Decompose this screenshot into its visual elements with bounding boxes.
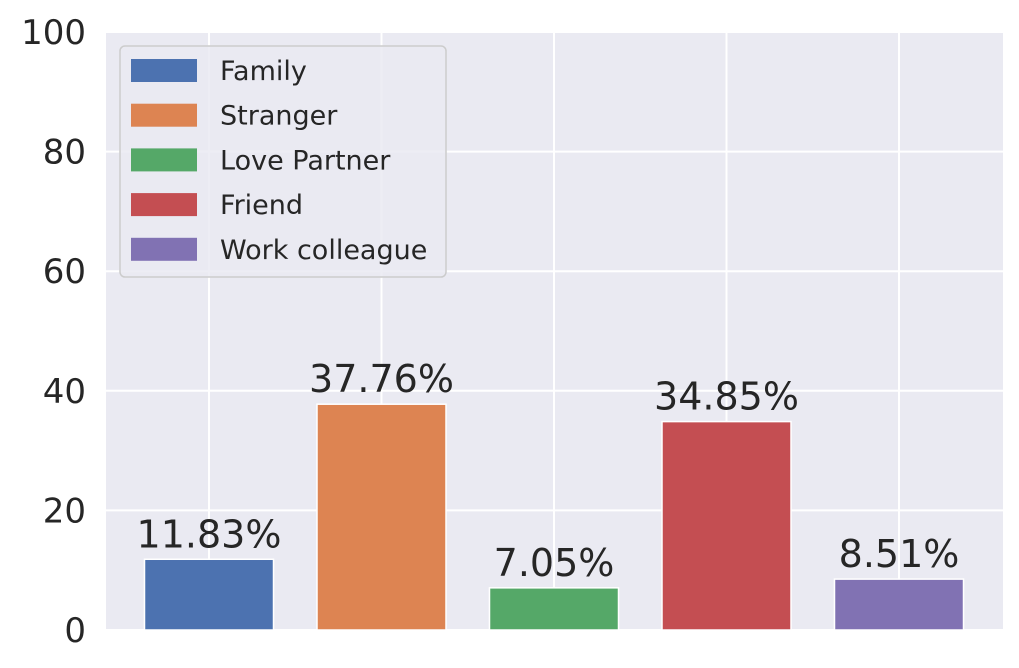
legend-box [119, 45, 447, 278]
y-tick-label: 40 [43, 372, 86, 412]
y-tick-label: 20 [43, 491, 86, 531]
legend-swatch [131, 148, 197, 172]
bar-stranger [316, 403, 447, 631]
y-tick-label: 60 [43, 252, 86, 292]
legend-label: Stranger [220, 101, 338, 132]
y-tick-label: 80 [43, 133, 86, 173]
y-axis-ticks: 0 20 40 60 80 100 [21, 13, 86, 651]
bar-value-label: 8.51% [839, 532, 960, 576]
legend-label: Work colleague [220, 235, 427, 266]
legend-label: Friend [220, 190, 303, 221]
bar-love-partner [488, 587, 620, 631]
y-tick-label: 100 [21, 13, 86, 53]
legend-swatch [131, 237, 197, 261]
bar-value-label: 11.83% [137, 512, 282, 556]
bar-friend [661, 420, 792, 631]
legend-swatch [131, 103, 197, 127]
bar-value-label: 34.85% [654, 375, 799, 419]
bar-value-labels: 11.83% 37.76% 7.05% 34.85% 8.51% [137, 357, 960, 585]
legend-label: Love Partner [220, 145, 391, 176]
y-tick-label: 0 [64, 611, 86, 651]
legend-swatch [131, 59, 197, 82]
legend: Family Stranger Love Partner Friend Work col… [119, 45, 447, 278]
legend-label: Family [220, 56, 307, 87]
bar-value-label: 37.76% [309, 357, 454, 401]
bars [143, 403, 965, 631]
bar-family [143, 558, 275, 631]
bar-work-colleague [833, 578, 965, 631]
bar-value-label: 7.05% [494, 541, 615, 585]
legend-swatch [131, 193, 197, 217]
